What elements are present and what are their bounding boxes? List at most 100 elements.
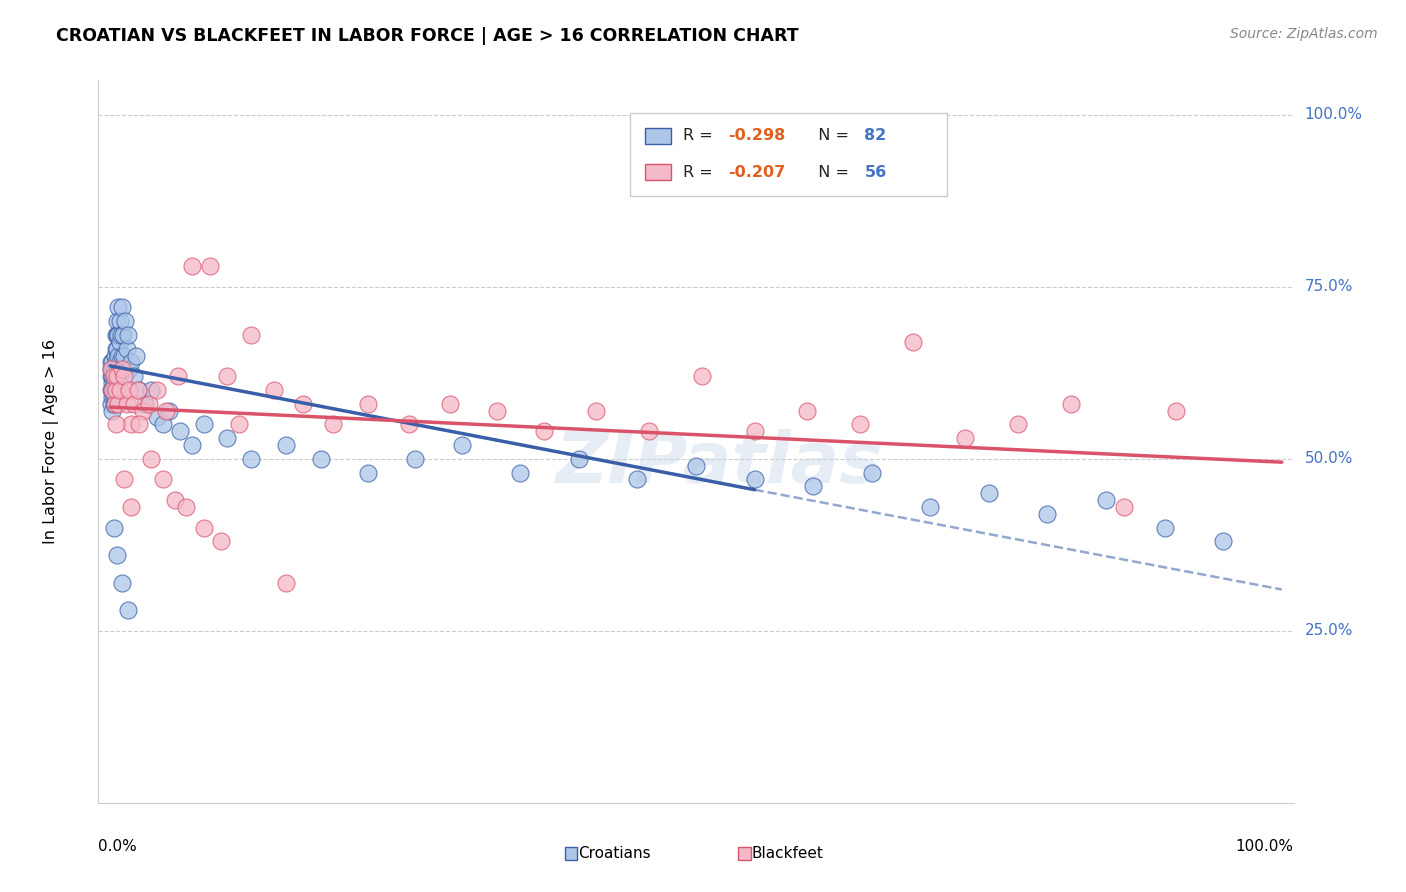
Point <box>101 383 124 397</box>
Point <box>125 349 148 363</box>
Point <box>104 349 127 363</box>
Point <box>105 314 128 328</box>
Point <box>105 342 128 356</box>
Point <box>107 301 129 315</box>
Point <box>157 403 180 417</box>
Bar <box>644 164 671 180</box>
Point <box>585 403 607 417</box>
Text: CROATIAN VS BLACKFEET IN LABOR FORCE | AGE > 16 CORRELATION CHART: CROATIAN VS BLACKFEET IN LABOR FORCE | A… <box>56 27 799 45</box>
Point <box>100 383 122 397</box>
Point <box>146 383 169 397</box>
Point <box>901 334 924 349</box>
Point <box>122 369 145 384</box>
Point <box>122 397 145 411</box>
Point <box>485 403 508 417</box>
Point <box>100 369 122 384</box>
Point <box>398 417 420 432</box>
Point <box>128 417 150 432</box>
Point <box>112 327 135 342</box>
Point <box>105 355 128 369</box>
Point <box>112 369 135 384</box>
Point <box>1095 493 1118 508</box>
Point <box>101 390 124 404</box>
Point <box>152 472 174 486</box>
Point <box>103 397 125 411</box>
Point <box>193 417 215 432</box>
Bar <box>644 128 671 144</box>
Point <box>120 417 142 432</box>
Point <box>100 397 122 411</box>
Point <box>1212 534 1234 549</box>
Point <box>146 410 169 425</box>
Text: R =: R = <box>683 164 717 179</box>
Point <box>450 438 472 452</box>
Point <box>101 369 124 384</box>
Point <box>796 403 818 417</box>
Text: N =: N = <box>808 164 855 179</box>
Text: 25.0%: 25.0% <box>1305 624 1353 639</box>
Point <box>357 397 380 411</box>
Point <box>217 431 239 445</box>
Point <box>239 451 262 466</box>
Point <box>101 376 124 390</box>
Point <box>193 520 215 534</box>
Point <box>138 397 160 411</box>
Point <box>111 301 134 315</box>
Text: 75.0%: 75.0% <box>1305 279 1353 294</box>
Text: ZIPatlas: ZIPatlas <box>557 429 883 498</box>
Point <box>108 383 131 397</box>
Point <box>404 451 426 466</box>
Point <box>103 369 125 384</box>
Point <box>105 548 128 562</box>
Point <box>105 417 128 432</box>
Point <box>849 417 872 432</box>
Point <box>117 327 139 342</box>
Point <box>152 417 174 432</box>
Point <box>108 334 131 349</box>
Point <box>141 383 163 397</box>
Text: 50.0%: 50.0% <box>1305 451 1353 467</box>
Point <box>134 397 156 411</box>
Text: 0.0%: 0.0% <box>98 838 138 854</box>
Point <box>101 355 124 369</box>
Point <box>568 451 591 466</box>
Point <box>955 431 977 445</box>
Point <box>690 369 713 384</box>
Point <box>103 390 125 404</box>
Point <box>100 362 122 376</box>
Point <box>860 466 883 480</box>
FancyBboxPatch shape <box>630 112 948 196</box>
Point <box>105 342 128 356</box>
Point <box>1166 403 1188 417</box>
Text: In Labor Force | Age > 16: In Labor Force | Age > 16 <box>42 339 59 544</box>
Point <box>104 383 127 397</box>
Point <box>115 342 138 356</box>
Point <box>626 472 648 486</box>
Text: Blackfeet: Blackfeet <box>752 846 824 861</box>
Point <box>1112 500 1135 514</box>
Point <box>141 451 163 466</box>
Text: -0.298: -0.298 <box>728 128 786 144</box>
Point <box>107 397 129 411</box>
Text: -0.207: -0.207 <box>728 164 786 179</box>
Point <box>101 403 124 417</box>
Point <box>228 417 250 432</box>
Point <box>128 383 150 397</box>
Point <box>685 458 707 473</box>
Point <box>120 355 142 369</box>
Point <box>744 472 766 486</box>
Point <box>103 383 125 397</box>
Point <box>111 575 134 590</box>
Point <box>105 369 128 384</box>
Bar <box>565 847 578 860</box>
Text: N =: N = <box>808 128 855 144</box>
Point <box>117 603 139 617</box>
Point <box>217 369 239 384</box>
Point <box>920 500 942 514</box>
Point <box>509 466 531 480</box>
Point <box>1036 507 1059 521</box>
Point <box>103 520 125 534</box>
Point <box>103 362 125 376</box>
Point <box>110 327 132 342</box>
Point <box>105 327 128 342</box>
